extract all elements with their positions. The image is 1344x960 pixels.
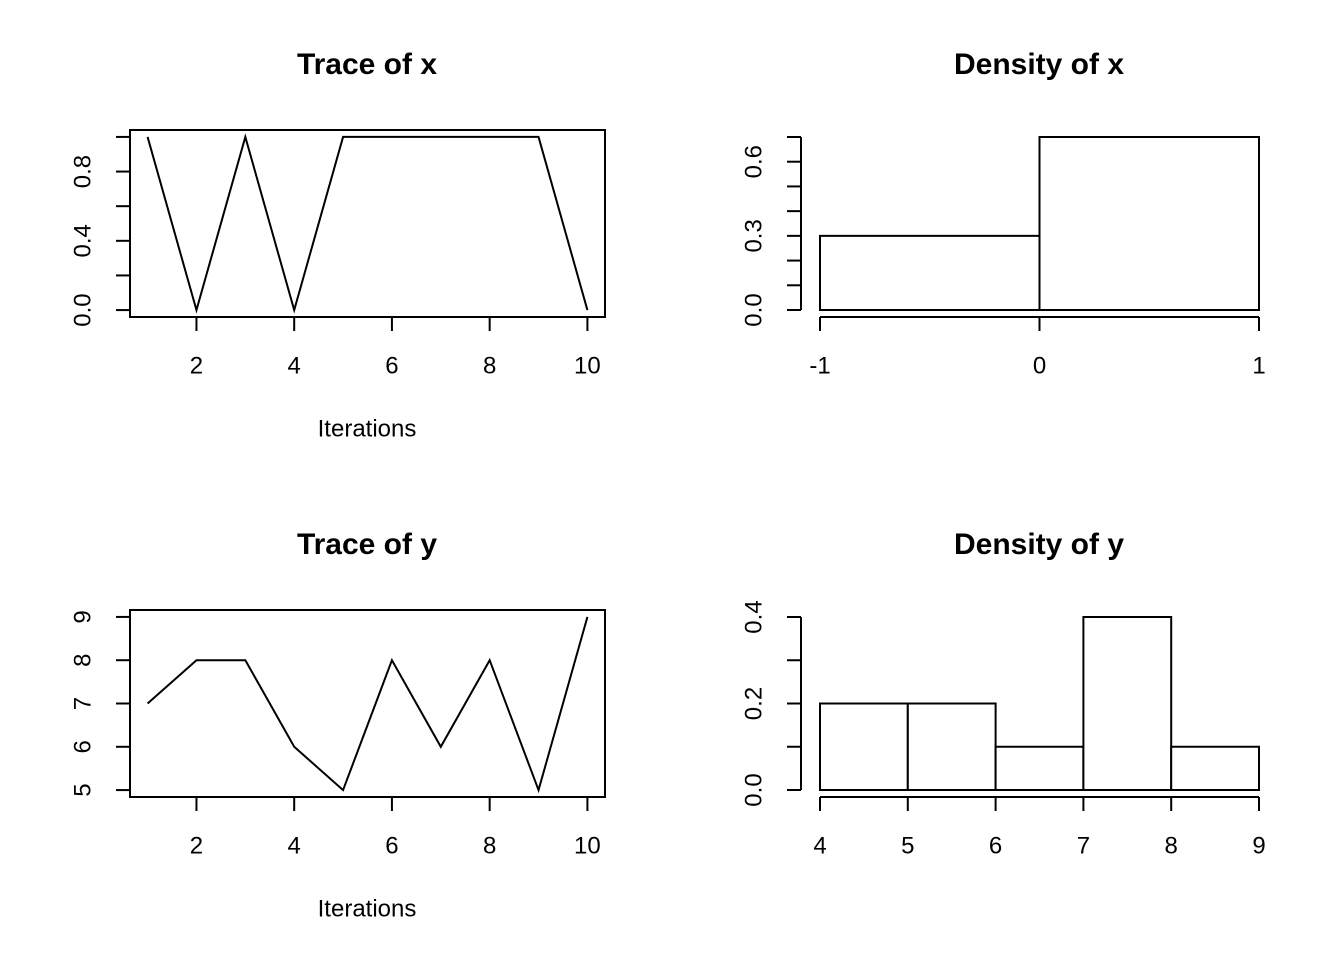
y-tick-label: 0.4 xyxy=(69,224,96,257)
y-tick-label: 0.8 xyxy=(69,155,96,188)
x-tick-label: 9 xyxy=(1252,832,1265,859)
x-tick-label: 5 xyxy=(901,832,914,859)
x-tick-label: 7 xyxy=(1077,832,1090,859)
histogram-bar xyxy=(906,702,997,791)
x-tick-label: 4 xyxy=(813,832,826,859)
series-line xyxy=(146,616,589,794)
x-axis-label: Iterations xyxy=(318,415,417,442)
x-tick-label: 10 xyxy=(574,352,601,379)
x-tick-label: 8 xyxy=(1165,832,1178,859)
y-tick-label: 0.0 xyxy=(69,293,96,326)
panel-2: Density of x -1 0 1 0.0 0.3 0.6 xyxy=(740,48,1265,379)
y-tick-label: 0.0 xyxy=(740,773,767,806)
y-tick-label: 7 xyxy=(69,697,96,710)
x-tick-label: -1 xyxy=(809,352,830,379)
x-axis-label: Iterations xyxy=(318,895,417,922)
x-tick-label: 2 xyxy=(190,832,203,859)
x-tick-label: 4 xyxy=(288,352,301,379)
histogram-bar xyxy=(994,745,1085,791)
y-tick-label: 5 xyxy=(69,783,96,796)
y-tick-label: 0.2 xyxy=(740,687,767,720)
x-tick-label: 0 xyxy=(1033,352,1046,379)
x-tick-label: 10 xyxy=(574,832,601,859)
y-tick-label: 0.0 xyxy=(740,293,767,326)
y-tick-label: 8 xyxy=(69,654,96,667)
histogram-bar xyxy=(1082,616,1173,791)
chart-title: Density of y xyxy=(954,528,1124,561)
x-tick-label: 6 xyxy=(385,352,398,379)
x-tick-label: 2 xyxy=(190,352,203,379)
x-tick-label: 1 xyxy=(1252,352,1265,379)
panel-1: Trace of x 2 4 6 8 10 0.0 0.4 0.8 Iterations xyxy=(69,48,606,442)
panel-3: Trace of y 2 4 6 8 10 5 6 7 8 9 Iterations xyxy=(69,528,606,922)
histogram-bar xyxy=(1170,745,1260,791)
chart-title: Density of x xyxy=(954,48,1124,81)
y-tick-label: 0.4 xyxy=(740,600,767,633)
histogram-bar xyxy=(819,702,909,791)
x-tick-label: 8 xyxy=(483,352,496,379)
chart-title: Trace of y xyxy=(297,528,437,561)
y-tick-label: 9 xyxy=(69,610,96,623)
panel-4: Density of y 4 5 6 7 8 9 0.0 0.2 0.4 xyxy=(740,528,1265,859)
y-tick-label: 0.3 xyxy=(740,219,767,252)
plot-box xyxy=(129,609,606,798)
histogram-bar xyxy=(819,234,1041,312)
series-line xyxy=(146,133,589,314)
histogram-bar xyxy=(1038,136,1260,311)
y-tick-label: 0.6 xyxy=(740,145,767,178)
x-tick-label: 6 xyxy=(385,832,398,859)
x-tick-label: 6 xyxy=(989,832,1002,859)
y-tick-label: 6 xyxy=(69,740,96,753)
x-tick-label: 8 xyxy=(483,832,496,859)
x-tick-label: 4 xyxy=(288,832,301,859)
plot-box xyxy=(129,129,606,318)
chart-title: Trace of x xyxy=(297,48,437,81)
